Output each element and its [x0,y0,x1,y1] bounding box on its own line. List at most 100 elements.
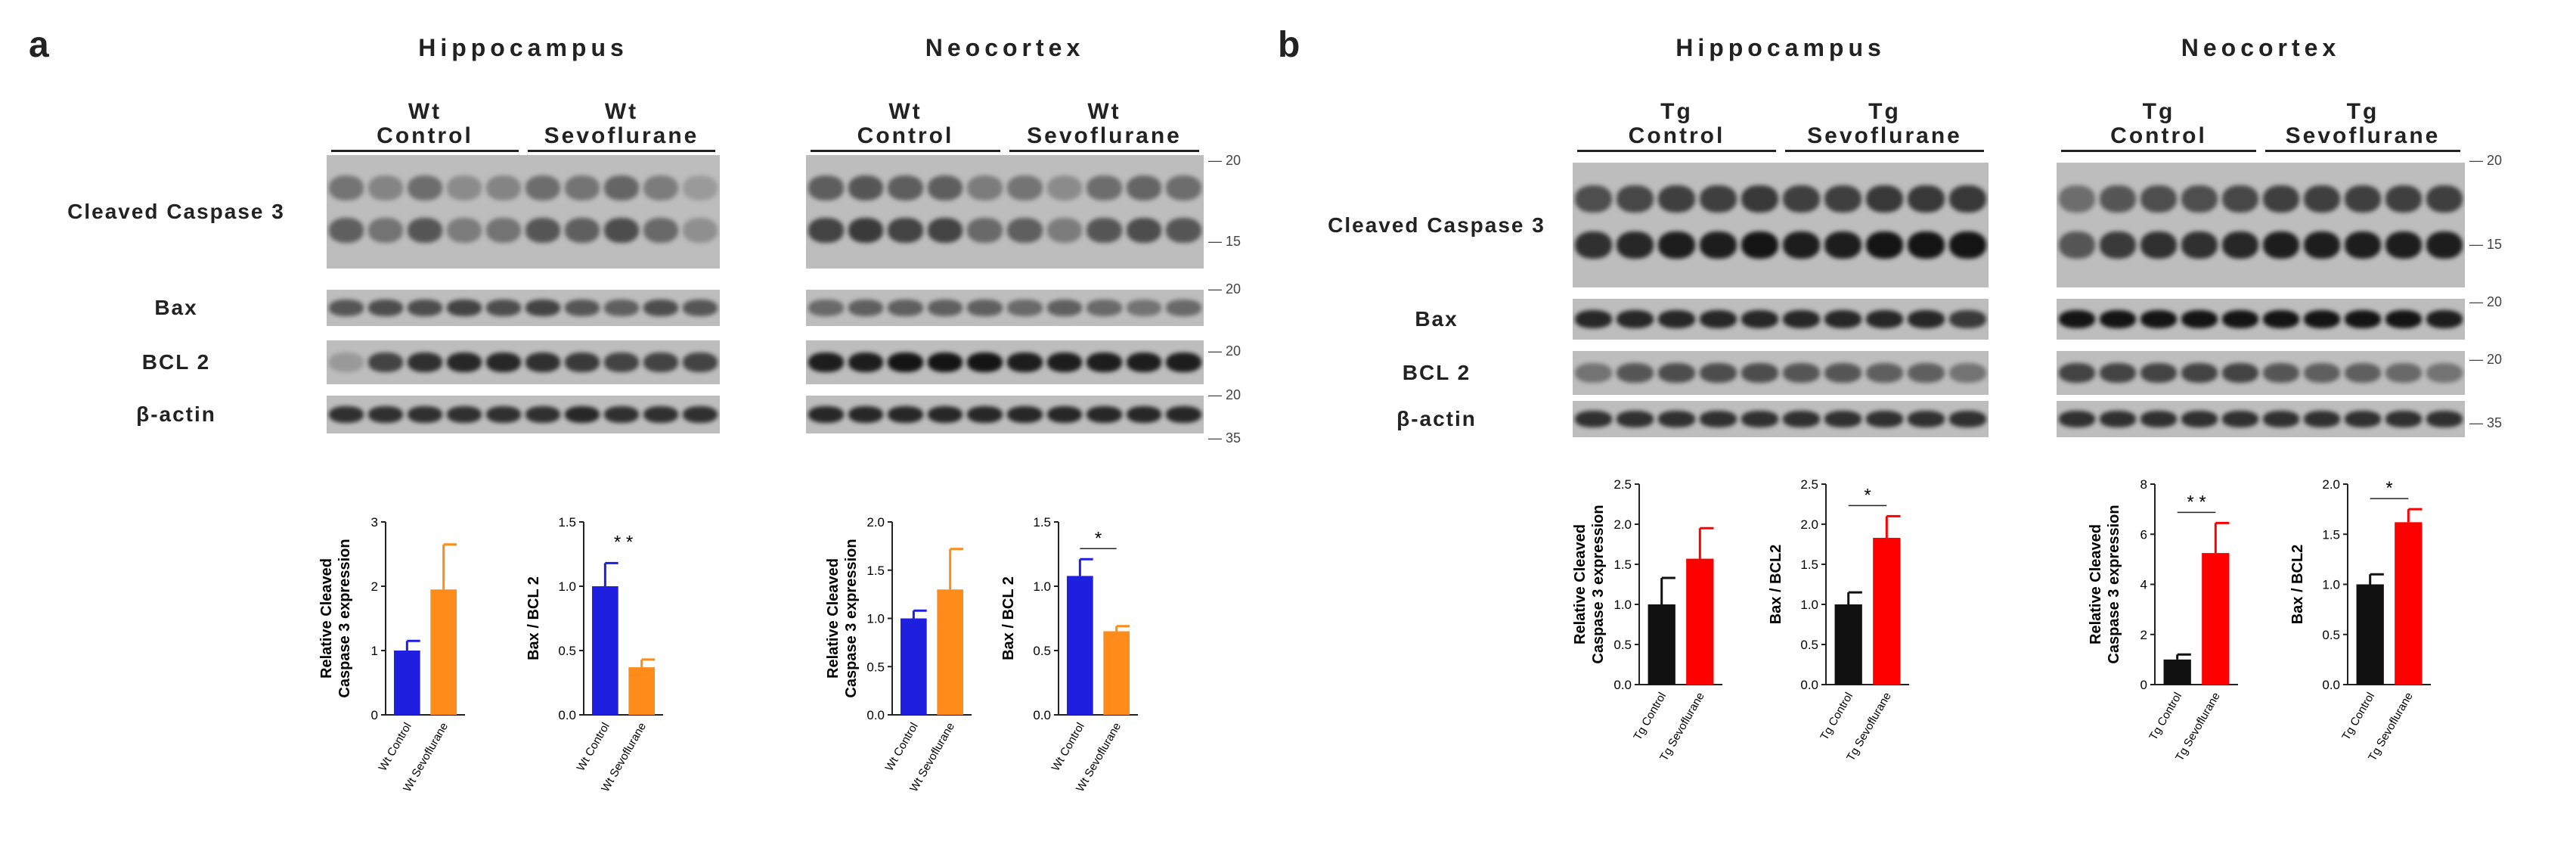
blot-band [2385,363,2422,383]
blot-band [1741,411,1778,427]
blot-band [565,175,600,200]
blot-band [2059,363,2095,383]
western-blot [806,340,1204,384]
blot-band [2345,363,2381,383]
blot-band [408,175,442,200]
group-underline [2265,150,2460,152]
blot-band [888,175,923,200]
y-tick-label: 1.5 [1033,515,1051,530]
group-label-line: Tg [1868,99,1901,124]
blot-band [1087,406,1122,423]
bar [1873,538,1901,685]
blot-band [1617,185,1654,213]
blot-band [1007,353,1043,372]
blot-band [1575,185,1612,213]
western-blot [327,290,720,326]
blot-band [1700,363,1737,383]
blot-band [2059,185,2095,213]
blot-band [525,406,560,423]
blot-band [2304,185,2340,213]
bar [1067,576,1093,715]
group-underline [1785,150,1984,152]
blot-band [1658,411,1695,427]
blot-band [2140,185,2177,213]
group-label-line: Tg [2142,99,2175,124]
blot-band [1617,363,1654,383]
blot-band [2345,185,2381,213]
blot-band [1126,353,1162,372]
blot-band [2385,185,2422,213]
blot-band [525,175,560,200]
blot-band [565,406,600,423]
blot-band [927,353,963,372]
blot-band [486,175,521,200]
blot-band [565,300,600,316]
blot-band [2263,310,2299,328]
y-tick-label: 0.0 [1033,708,1051,722]
y-tick-label: 0 [2140,678,2147,692]
bar [394,651,420,715]
blot-row-label: Bax [1415,307,1458,331]
bar [2202,553,2230,685]
blot-band [1046,300,1083,316]
group-label-line: Wt [1087,99,1121,124]
blot-row-label: BCL 2 [1402,361,1471,384]
blot-band [1046,353,1083,372]
blot-band [1046,217,1083,243]
blot-band [848,217,884,243]
blot-band [1046,406,1083,423]
blot-band [888,217,923,243]
x-tick-label: Tg Control [1818,691,1855,743]
blot-band [967,217,1003,243]
blot-band [2304,363,2340,383]
western-blot [1573,163,1989,287]
western-blot [806,396,1204,433]
blot-band [486,353,521,372]
blot-band [1908,310,1945,328]
bar-chart: 0.0 0.5 1.0 1.5 2.0 2.5 Relative Cleaved Caspas… [1572,477,1722,763]
blot-row-label: β-actin [136,402,216,426]
western-blot [327,396,720,433]
blot-band [1908,411,1945,427]
blot-band [1824,185,1861,213]
panel-letter: a [29,25,49,65]
blot-band [683,300,718,316]
blot-band [1087,353,1122,372]
group-label-line: Wt [888,99,922,124]
group-label: Wt Sevoflurane [523,100,720,148]
y-axis-label: Caspase 3 expression [1590,505,1607,663]
y-tick-label: 0.5 [558,644,576,658]
blot-band [525,300,560,316]
y-tick-label: 1.0 [1613,598,1632,612]
blot-band [408,353,442,372]
blot-band [1824,231,1861,259]
group-underline [2061,150,2256,152]
blot-band [1700,231,1737,259]
blot-band [1700,310,1737,328]
group-label: Tg Control [1573,100,1781,148]
blot-band [1166,217,1201,243]
blot-band [927,175,963,200]
y-tick-label: 3 [371,515,378,530]
blot-band [2426,231,2463,259]
blot-band [1166,353,1201,372]
blot-band [967,175,1003,200]
y-tick-label: 0.5 [1033,644,1051,658]
blot-band [1866,363,1903,383]
group-label: Wt Sevoflurane [1005,100,1204,148]
group-label-line: Sevoflurane [544,123,699,148]
y-tick-label: 0.0 [866,708,885,722]
group-underline [528,150,715,152]
blot-band [808,406,844,423]
blot-band [2100,185,2136,213]
western-blot [806,155,1204,269]
region-title: Hippocampus [1675,34,1886,61]
blot-band [447,406,482,423]
x-tick-label: Tg Control [2339,691,2377,743]
blot-band [2100,411,2136,427]
western-blot [2057,351,2465,395]
y-tick-label: 1.0 [1033,579,1051,594]
y-tick-label: 1.5 [2322,527,2340,542]
blot-band [683,175,718,200]
